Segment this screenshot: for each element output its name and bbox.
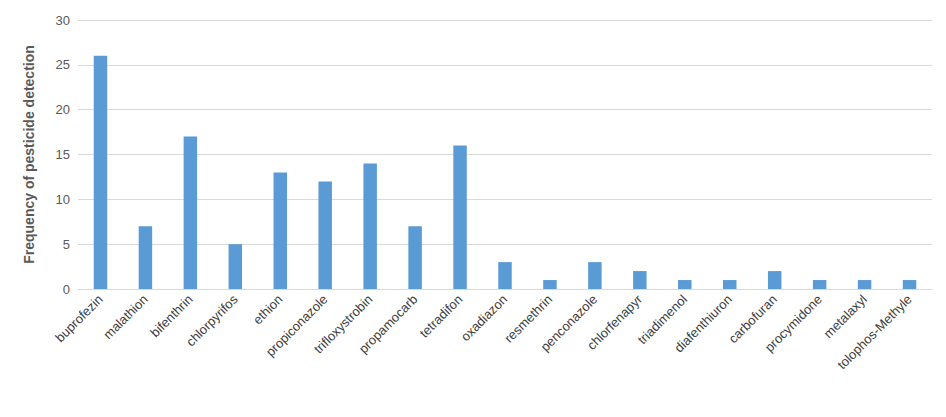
svg-text:bifenthrin: bifenthrin: [147, 291, 196, 341]
svg-text:malathion: malathion: [100, 292, 150, 342]
svg-text:tetradifon: tetradifon: [416, 291, 466, 341]
svg-text:15: 15: [56, 147, 70, 162]
svg-text:ethion: ethion: [250, 292, 286, 328]
svg-text:25: 25: [56, 57, 70, 72]
svg-text:5: 5: [63, 237, 70, 252]
svg-text:tolophos-Methyle: tolophos-Methyle: [834, 292, 915, 373]
svg-text:trifloxystrobin: trifloxystrobin: [310, 291, 376, 357]
svg-text:propiconazole: propiconazole: [262, 291, 331, 360]
svg-text:penconazole: penconazole: [537, 291, 601, 355]
svg-text:0: 0: [63, 282, 70, 297]
svg-text:Frequency of pesticide detecti: Frequency of pesticide detection: [21, 45, 37, 264]
svg-text:buprofezin: buprofezin: [52, 292, 105, 345]
svg-text:chlorpyrifos: chlorpyrifos: [183, 291, 241, 349]
svg-text:propamocarb: propamocarb: [356, 292, 421, 357]
svg-text:oxadiazon: oxadiazon: [457, 291, 511, 345]
svg-text:metalaxyl: metalaxyl: [820, 291, 870, 342]
svg-text:carbofuran: carbofuran: [725, 291, 780, 347]
svg-text:20: 20: [56, 102, 70, 117]
svg-text:triadimenol: triadimenol: [634, 291, 691, 348]
svg-text:30: 30: [56, 13, 70, 28]
svg-text:10: 10: [56, 192, 70, 207]
svg-text:diafenthiuron: diafenthiuron: [671, 292, 735, 356]
svg-text:procymidone: procymidone: [762, 292, 825, 355]
svg-text:resmethrin: resmethrin: [501, 291, 556, 346]
svg-text:chlorfenapyr: chlorfenapyr: [584, 291, 646, 353]
